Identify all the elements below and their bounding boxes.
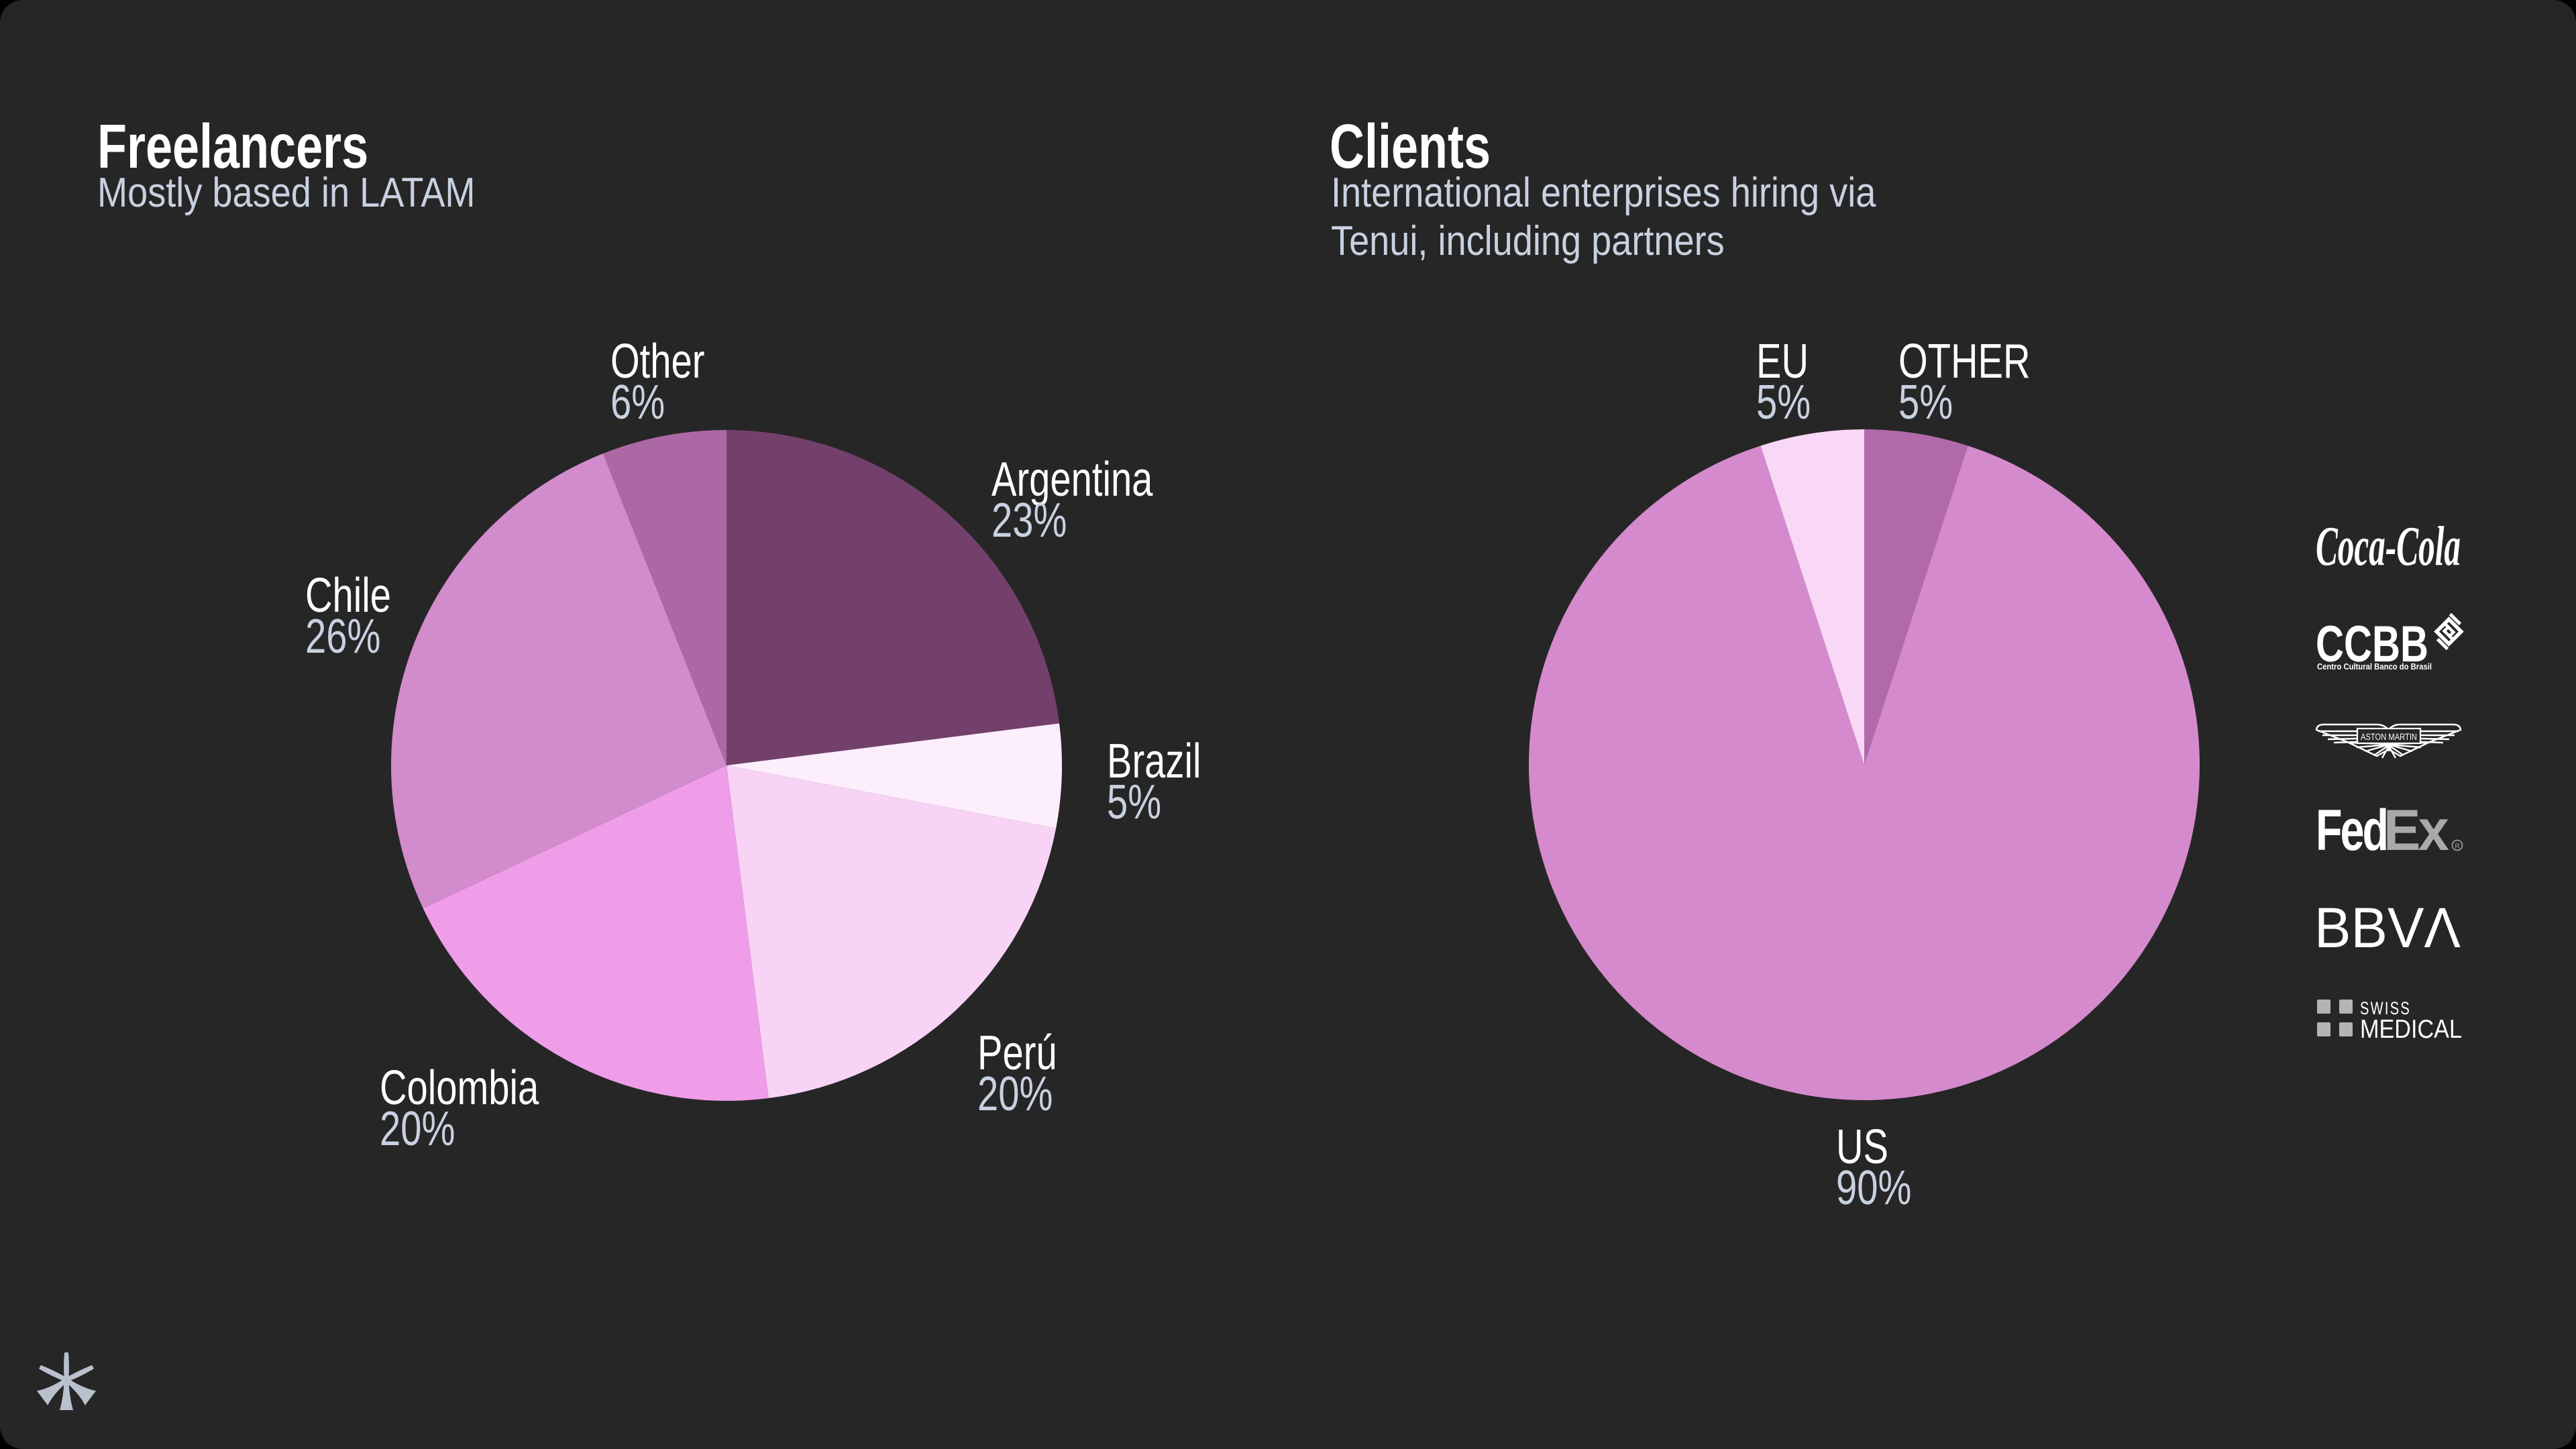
svg-text:Centro Cultural Banco do Brasi: Centro Cultural Banco do Brasil xyxy=(2317,662,2432,672)
svg-text:CCBB: CCBB xyxy=(2316,616,2428,673)
svg-text:Fed: Fed xyxy=(2316,798,2387,863)
svg-text:ASTON MARTIN: ASTON MARTIN xyxy=(2361,732,2417,742)
svg-text:Ex: Ex xyxy=(2383,798,2449,863)
svg-text:Coca-Cola: Coca-Cola xyxy=(2316,515,2461,578)
svg-text:BBVΛ: BBVΛ xyxy=(2314,896,2461,959)
svg-text:R: R xyxy=(2455,843,2460,851)
svg-text:MEDICAL: MEDICAL xyxy=(2360,1015,2462,1044)
svg-text:SWISS: SWISS xyxy=(2360,998,2411,1018)
